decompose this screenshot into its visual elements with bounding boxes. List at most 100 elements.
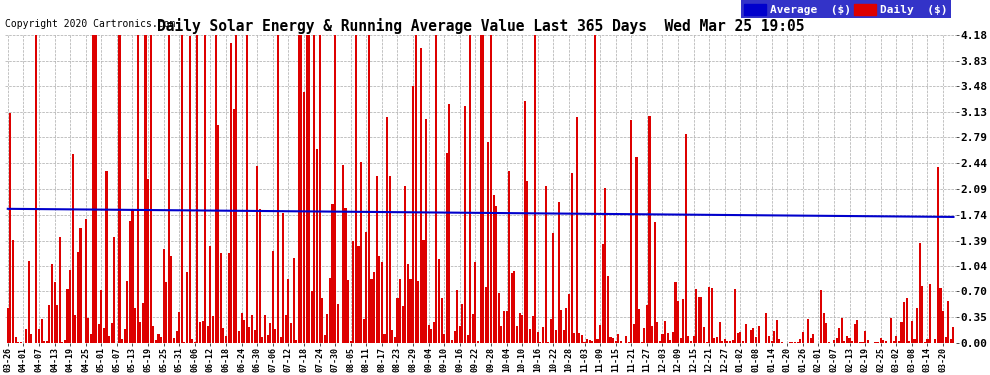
Bar (542, 327, 545, 343)
Bar (142, 303, 144, 343)
Bar (908, 341, 911, 343)
Bar (735, 289, 737, 343)
Bar (636, 158, 638, 343)
Bar (313, 35, 316, 343)
Bar (744, 324, 746, 343)
Bar (557, 202, 559, 343)
Bar (666, 333, 668, 343)
Bar (253, 330, 255, 343)
Bar (212, 316, 214, 343)
Bar (935, 339, 937, 343)
Bar (246, 35, 248, 343)
Bar (111, 323, 113, 343)
Bar (66, 289, 68, 343)
Bar (618, 334, 620, 343)
Bar (306, 35, 308, 343)
Bar (230, 43, 233, 343)
Bar (79, 228, 81, 343)
Bar (866, 340, 869, 343)
Bar (69, 270, 71, 343)
Bar (495, 207, 497, 343)
Bar (656, 321, 658, 343)
Bar (386, 117, 388, 343)
Bar (17, 342, 19, 343)
Bar (160, 337, 162, 343)
Bar (415, 35, 417, 343)
Bar (119, 35, 121, 343)
Bar (423, 240, 425, 343)
Bar (199, 322, 201, 343)
Bar (672, 332, 674, 343)
Legend: Average  ($), Daily  ($): Average ($), Daily ($) (741, 0, 950, 18)
Bar (342, 165, 344, 343)
Bar (648, 116, 650, 343)
Bar (279, 338, 281, 343)
Bar (708, 286, 710, 343)
Bar (168, 35, 170, 343)
Bar (864, 332, 866, 343)
Bar (527, 181, 529, 343)
Bar (903, 302, 905, 343)
Bar (549, 318, 551, 343)
Bar (839, 328, 841, 343)
Bar (207, 326, 209, 343)
Bar (641, 342, 643, 343)
Bar (927, 339, 929, 343)
Bar (674, 282, 676, 343)
Bar (597, 339, 599, 343)
Bar (215, 35, 217, 343)
Bar (562, 330, 564, 343)
Bar (511, 273, 513, 343)
Bar (682, 298, 684, 343)
Bar (664, 321, 666, 343)
Bar (877, 342, 879, 343)
Bar (152, 326, 154, 343)
Bar (44, 342, 46, 343)
Bar (644, 328, 645, 343)
Bar (906, 298, 908, 343)
Bar (532, 316, 534, 343)
Bar (742, 341, 744, 343)
Bar (508, 171, 510, 343)
Bar (781, 342, 783, 343)
Bar (848, 338, 850, 343)
Bar (332, 204, 334, 343)
Bar (791, 342, 793, 343)
Bar (438, 259, 441, 343)
Bar (399, 279, 401, 343)
Bar (466, 335, 468, 343)
Bar (256, 166, 258, 343)
Bar (937, 167, 939, 343)
Bar (540, 342, 542, 343)
Bar (765, 314, 767, 343)
Bar (258, 209, 260, 343)
Bar (396, 298, 399, 343)
Bar (576, 117, 578, 343)
Bar (407, 264, 409, 343)
Bar (233, 109, 235, 343)
Bar (776, 320, 778, 343)
Bar (345, 208, 346, 343)
Bar (794, 342, 796, 343)
Bar (241, 313, 243, 343)
Bar (108, 336, 110, 343)
Bar (365, 232, 367, 343)
Bar (498, 294, 500, 343)
Bar (38, 329, 40, 343)
Bar (436, 35, 438, 343)
Bar (271, 251, 274, 343)
Bar (410, 279, 412, 343)
Bar (319, 35, 321, 343)
Bar (149, 35, 151, 343)
Bar (679, 338, 682, 343)
Bar (625, 336, 627, 343)
Bar (428, 325, 430, 343)
Bar (451, 339, 453, 343)
Bar (248, 327, 250, 343)
Bar (173, 338, 175, 343)
Bar (277, 35, 279, 343)
Bar (74, 315, 76, 343)
Bar (700, 297, 703, 343)
Bar (308, 35, 310, 343)
Title: Daily Solar Energy & Running Average Value Last 365 Days  Wed Mar 25 19:05: Daily Solar Energy & Running Average Val… (156, 18, 804, 34)
